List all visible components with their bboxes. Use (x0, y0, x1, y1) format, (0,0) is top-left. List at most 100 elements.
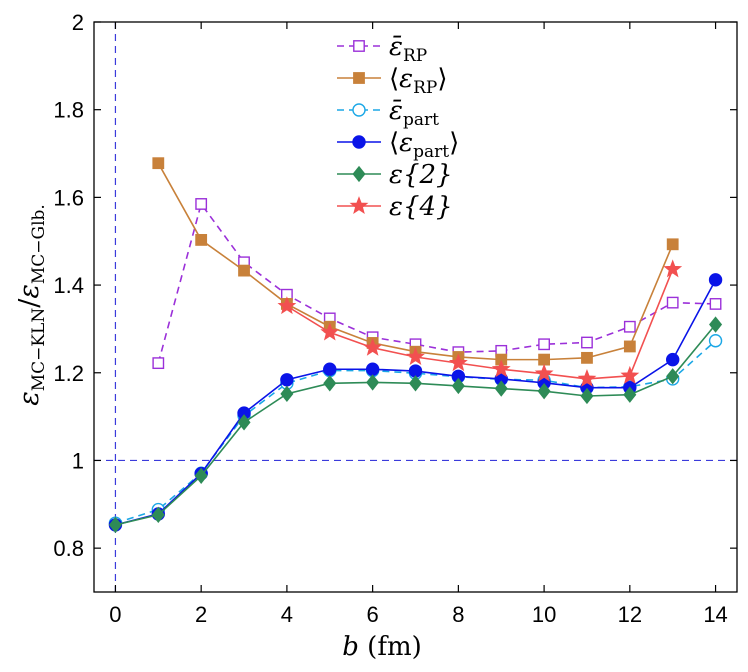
data-point (365, 362, 380, 376)
legend-label: ⟨εpart⟩ (389, 128, 459, 162)
y-tick-label: 0.8 (53, 536, 84, 561)
data-point (623, 340, 636, 353)
series-2 (108, 334, 723, 530)
x-tick-label: 12 (618, 602, 642, 627)
legend-marker (353, 72, 365, 84)
y-tick-label: 1 (72, 448, 84, 473)
legend-entry-4: ε{2} (337, 160, 453, 190)
plot-frame (93, 21, 738, 593)
x-axis-label-unit: (fm) (367, 632, 422, 662)
legend-marker (352, 135, 366, 149)
legend-marker (353, 40, 365, 52)
data-point (406, 347, 425, 366)
data-point (152, 357, 165, 370)
data-point (620, 365, 640, 384)
data-point (537, 383, 551, 400)
data-point (320, 322, 340, 341)
data-point (581, 336, 593, 349)
legend-marker (352, 165, 366, 183)
series-line (286, 268, 674, 380)
series-line (157, 202, 716, 364)
data-point (108, 516, 122, 534)
data-point (195, 234, 208, 246)
data-point (708, 334, 723, 348)
data-point (577, 368, 597, 387)
y-axis-label-separator: / (14, 298, 45, 308)
x-tick-label: 10 (532, 602, 556, 627)
series-4 (108, 316, 723, 534)
data-point (666, 352, 680, 367)
data-point (280, 385, 294, 402)
legend-entry-5: ε{4} (337, 192, 453, 222)
y-tick-label: 1.2 (53, 361, 84, 386)
data-point (280, 373, 294, 387)
legend-entry-3: ⟨εpart⟩ (337, 128, 459, 162)
data-point (709, 316, 723, 333)
x-tick-label: 2 (195, 602, 207, 627)
x-tick-label: 6 (367, 602, 379, 627)
y-tick-label: 1.6 (53, 185, 84, 210)
data-point (408, 375, 423, 392)
data-point (152, 157, 165, 170)
legend-label: ε̄RP (389, 32, 427, 66)
reference-lines (94, 22, 737, 592)
data-point (663, 259, 683, 278)
axis-ticks: 0 2 4 6 8 10 12 14 0.8 1 1.2 1.4 1.6 1.8 2 (53, 10, 737, 627)
data-point (195, 198, 208, 210)
x-tick-label: 8 (452, 602, 464, 627)
y-axis-label-subscript-1: MC−KLN (29, 308, 49, 392)
x-axis-label: b (fm) (342, 632, 422, 662)
series-layer (108, 157, 723, 534)
y-tick-label: 1.4 (53, 273, 84, 298)
data-point (623, 386, 637, 403)
data-point (323, 375, 337, 392)
x-tick-label: 0 (109, 602, 121, 627)
series-line (115, 279, 717, 526)
data-point (448, 353, 468, 372)
y-axis-label-symbol-2: ε (14, 284, 45, 299)
data-point (366, 374, 380, 391)
data-point (538, 338, 551, 351)
data-point (580, 387, 594, 405)
data-point (708, 273, 723, 287)
data-point (494, 380, 508, 397)
data-point (151, 506, 165, 523)
legend-entry-0: ε̄RP (337, 32, 427, 66)
data-point (666, 238, 679, 251)
data-point (623, 320, 636, 333)
data-point (238, 264, 250, 277)
legend: ε̄RP⟨εRP⟩ε̄part⟨εpart⟩ε{2}ε{4} (337, 32, 459, 222)
y-tick-label: 1.8 (53, 98, 84, 123)
x-tick-label: 14 (703, 602, 727, 627)
x-axis-label-symbol: b (342, 632, 359, 662)
legend-entry-2: ε̄part (337, 96, 439, 130)
y-axis-label-subscript-2: MC−Glb. (29, 204, 49, 284)
data-point (666, 296, 679, 309)
data-point (534, 363, 554, 382)
series-5 (277, 259, 683, 387)
x-tick-label: 4 (281, 602, 293, 627)
data-point (451, 377, 465, 395)
legend-marker (352, 103, 366, 117)
data-point (491, 359, 511, 378)
data-point (709, 298, 722, 310)
y-axis-label: εMC−KLN/εMC−Glb. (14, 204, 49, 406)
legend-label: ε̄part (389, 96, 439, 130)
data-point (363, 337, 383, 356)
legend-label: ⟨εRP⟩ (389, 64, 448, 98)
legend-label: ε{2} (389, 160, 453, 190)
data-point (323, 362, 337, 376)
data-point (277, 296, 297, 315)
data-point (538, 353, 551, 366)
data-point (581, 351, 593, 364)
legend-entry-1: ⟨εRP⟩ (337, 64, 448, 98)
legend-label: ε{4} (389, 192, 453, 222)
legend-marker (349, 196, 369, 215)
data-point (666, 368, 680, 385)
data-point (194, 467, 208, 484)
y-axis-label-symbol-1: ε (14, 391, 45, 406)
data-point (237, 414, 251, 431)
y-tick-label: 2 (72, 10, 84, 35)
